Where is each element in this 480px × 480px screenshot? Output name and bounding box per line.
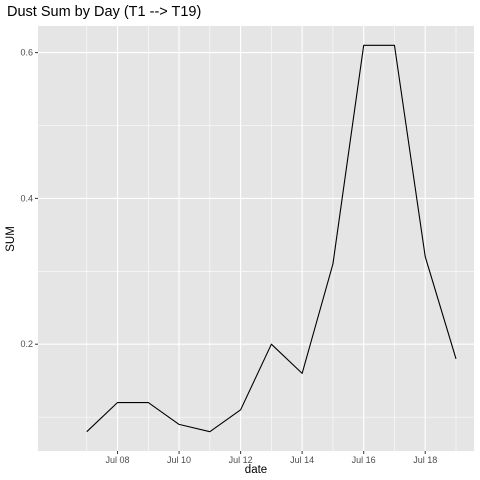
plot-panel (38, 26, 474, 451)
chart-title: Dust Sum by Day (T1 --> T19) (7, 4, 201, 20)
x-axis-label: date (245, 464, 267, 476)
x-tick-label: Jul 14 (290, 455, 314, 465)
x-tick-label: Jul 12 (229, 455, 253, 465)
x-tick-label: Jul 18 (413, 455, 437, 465)
x-tick-label: Jul 10 (167, 455, 191, 465)
minor-gridlines (38, 26, 474, 451)
y-axis-ticks: 0.2 0.4 0.6 (20, 48, 38, 349)
x-tick-label: Jul 08 (106, 455, 130, 465)
y-tick-label: 0.6 (20, 48, 33, 58)
x-axis-ticks: Jul 08 Jul 10 Jul 12 Jul 14 Jul 16 Jul 18 (106, 451, 437, 465)
y-axis-label: SUM (5, 226, 17, 252)
major-gridlines (38, 26, 474, 451)
series-polyline (86, 44, 457, 433)
series-line (86, 44, 457, 433)
x-tick-label: Jul 16 (352, 455, 376, 465)
y-tick-label: 0.2 (20, 339, 33, 349)
y-tick-label: 0.4 (20, 193, 33, 203)
